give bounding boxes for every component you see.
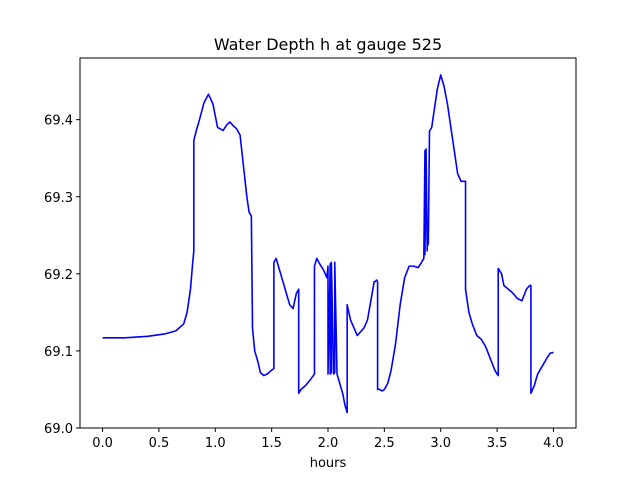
x-axis-label: hours	[310, 456, 347, 471]
x-tick-label: 2.5	[374, 436, 395, 451]
y-tick-label: 69.0	[44, 422, 73, 437]
series-line-0	[102, 74, 554, 414]
y-tick-label: 69.2	[44, 268, 73, 283]
y-tick-label: 69.3	[44, 191, 73, 206]
plot-frame	[79, 57, 577, 429]
plot-area	[102, 74, 554, 414]
axis-ticks: 0.0 0.5 1.0 1.5 2.0 2.5 3.0 3.5 4.0 69.0 69.1 69.2 6…	[44, 114, 564, 451]
x-tick-label: 1.0	[205, 436, 226, 451]
x-tick-label: 1.5	[261, 436, 282, 451]
x-tick-label: 0.0	[92, 436, 113, 451]
x-tick-label: 2.0	[318, 436, 339, 451]
x-tick-label: 3.5	[487, 436, 508, 451]
x-tick-label: 0.5	[149, 436, 170, 451]
x-tick-label: 4.0	[543, 436, 564, 451]
x-tick-label: 3.0	[430, 436, 451, 451]
chart-title: Water Depth h at gauge 525	[214, 35, 442, 54]
y-tick-label: 69.1	[44, 345, 73, 360]
y-tick-label: 69.4	[44, 114, 73, 129]
